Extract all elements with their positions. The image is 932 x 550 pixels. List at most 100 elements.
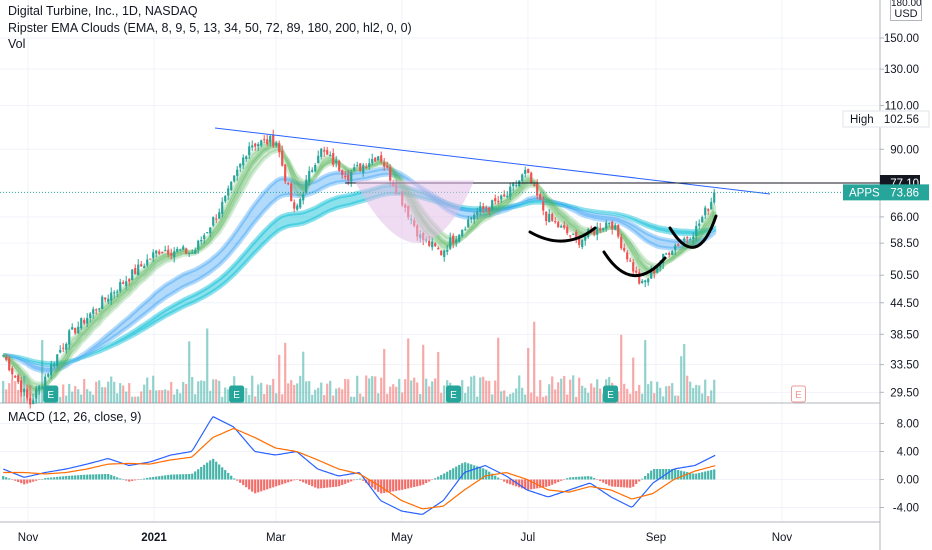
volume-bar (425, 378, 428, 403)
candle-body (95, 309, 98, 311)
candle-body (44, 376, 47, 387)
macd-histogram-bar (32, 479, 35, 482)
volume-bar (365, 375, 368, 403)
candle-body (257, 144, 260, 147)
candle-body (539, 194, 542, 200)
volume-bar (713, 379, 716, 403)
candle-body (11, 368, 14, 375)
candle-body (203, 235, 206, 240)
candle-body (386, 165, 389, 168)
candle-body (248, 146, 251, 156)
macd-histogram-bar (20, 479, 23, 484)
candle-body (89, 313, 92, 319)
macd-histogram-bar (149, 477, 152, 480)
symbol-price-badge-label: APPS (849, 187, 880, 199)
candle-body (128, 279, 131, 282)
candle-body (23, 389, 26, 392)
volume-bar (206, 328, 209, 403)
macd-histogram-bar (236, 479, 239, 481)
volume-bar (479, 377, 482, 403)
earnings-marker[interactable] (790, 385, 806, 403)
candle-body (149, 258, 152, 260)
volume-bar (641, 393, 644, 403)
macd-pane (2, 415, 716, 515)
candle-body (329, 155, 332, 157)
volume-bar (266, 384, 269, 403)
candle-body (596, 226, 599, 235)
candle-body (617, 224, 620, 237)
volume-bar (305, 381, 308, 403)
volume-bar (131, 396, 134, 403)
volume-bar (590, 383, 593, 403)
candle-body (692, 236, 695, 239)
candle-body (530, 172, 533, 184)
volume-bar (545, 395, 548, 403)
macd-histogram-bar (518, 479, 521, 488)
candle-body (581, 239, 584, 248)
earnings-marker[interactable] (602, 385, 618, 403)
candle-body (236, 169, 239, 176)
earnings-marker[interactable] (43, 385, 59, 403)
ema-cloud-34-50 (3, 166, 717, 374)
volume-bar (494, 380, 497, 403)
macd-histogram-bar (17, 479, 20, 483)
volume-bar (98, 380, 101, 403)
macd-histogram-bar (695, 473, 698, 480)
macd-histogram-bar (476, 466, 479, 480)
candle-body (599, 228, 602, 231)
earnings-marker[interactable] (229, 385, 245, 403)
macd-histogram-bar (305, 479, 308, 484)
macd-histogram-bar (707, 470, 710, 480)
macd-histogram-bar (98, 474, 101, 480)
macd-histogram-bar (119, 478, 122, 480)
price-axis[interactable]: 150.00 130.00 110.00 90.00 66.00 58.50 50.50 44… (880, 33, 919, 515)
macd-histogram-bar (107, 473, 110, 480)
macd-title[interactable]: MACD (12, 26, close, 9) (8, 410, 142, 424)
candle-body (155, 250, 158, 254)
macd-histogram-bar (425, 479, 428, 484)
macd-histogram-bar (14, 479, 17, 481)
volume-bar (290, 380, 293, 403)
volume-bar (662, 396, 665, 403)
candle-body (701, 216, 704, 223)
volume-bar (173, 394, 176, 403)
price-tick-label: 110.00 (885, 101, 919, 113)
macd-histogram-bar (77, 475, 80, 480)
indicator-title[interactable]: Ripster EMA Clouds (EMA, 8, 9, 5, 13, 34… (8, 21, 412, 35)
macd-histogram-bar (140, 479, 143, 480)
time-axis[interactable]: Nov 2021 Mar May Jul Sep Nov (18, 532, 793, 544)
candle-body (380, 155, 383, 162)
high-badge (842, 110, 930, 128)
candle-body (644, 280, 647, 283)
currency-selector[interactable]: 180.00 USD (890, 0, 922, 21)
macd-histogram-bar (581, 476, 584, 480)
candle-body (608, 223, 611, 225)
volume-bar (182, 381, 185, 403)
macd-histogram-bar (548, 479, 551, 487)
candle-body (47, 374, 50, 377)
candle-body (632, 262, 635, 272)
candle-body (83, 319, 86, 324)
volume-bar (554, 389, 557, 403)
macd-histogram-bar (263, 479, 266, 491)
volume-title[interactable]: Vol (8, 37, 26, 51)
symbol-title[interactable]: Digital Turbine, Inc., 1D, NASDAQ (8, 4, 198, 18)
time-tick-label: Jul (521, 532, 536, 544)
macd-histogram-bar (242, 479, 245, 486)
candle-body (557, 222, 560, 228)
candle-body (686, 237, 689, 239)
macd-histogram-bar (374, 479, 377, 490)
price-tick-label: 29.50 (890, 387, 919, 399)
volume-bar (146, 377, 149, 403)
volume-bar (524, 394, 527, 403)
macd-histogram-bar (680, 470, 683, 480)
macd-histogram-bar (482, 468, 485, 480)
volume-bar (386, 393, 389, 403)
time-tick-label: Mar (266, 532, 286, 544)
candle-body (65, 343, 68, 351)
earnings-marker[interactable] (446, 385, 462, 403)
volume-bar (203, 381, 206, 403)
macd-histogram-bar (296, 479, 299, 480)
macd-histogram-bar (122, 479, 125, 480)
candle-body (638, 272, 641, 284)
